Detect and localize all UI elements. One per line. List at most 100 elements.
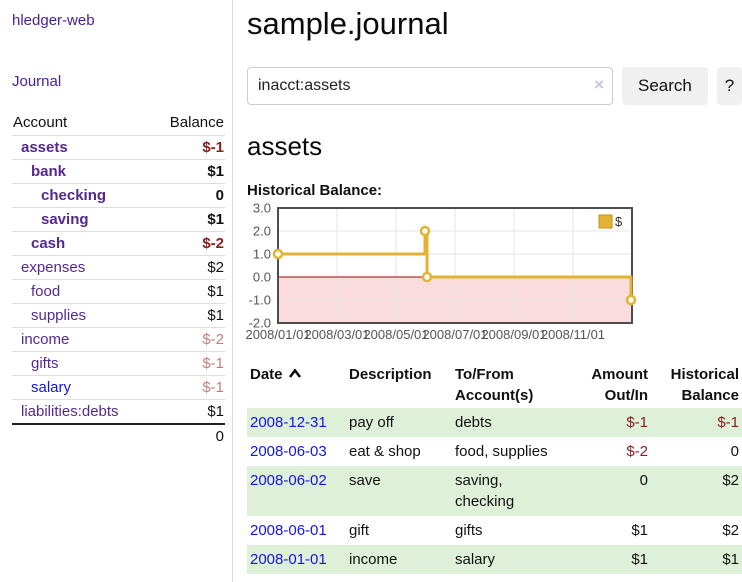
account-balance: $1 <box>151 399 225 424</box>
help-button[interactable]: ? <box>716 67 742 105</box>
transaction-description: eat & shop <box>349 443 421 460</box>
account-balance: $2 <box>151 255 225 280</box>
account-row: checking 0 <box>12 183 225 208</box>
register-table: Date Description To/From Account(s) Amou… <box>247 362 742 574</box>
accounts-table-body: assets $-1 bank $1 checking 0 saving $1 cash $-2 e… <box>12 135 225 424</box>
account-link[interactable]: checking <box>41 187 107 204</box>
account-balance: $1 <box>151 159 225 184</box>
account-balance: $1 <box>151 207 225 232</box>
account-link[interactable]: income <box>21 331 70 348</box>
account-balance: $-1 <box>151 135 225 160</box>
svg-text:2.0: 2.0 <box>253 224 271 239</box>
transaction-description: income <box>349 551 398 568</box>
brand-link[interactable]: hledger-web <box>12 12 95 29</box>
account-heading: assets <box>247 131 323 161</box>
transaction-accounts: food, supplies <box>455 443 548 460</box>
historical-balance-chart: $3.0 2.0 1.0 0.0 -1.0 -2.02008/01/012008/03/0… <box>245 201 637 342</box>
account-row: supplies $1 <box>12 303 225 328</box>
account-link[interactable]: salary <box>31 379 72 396</box>
transaction-date-link[interactable]: 2008-06-02 <box>250 472 327 489</box>
register-table-body: 2008-12-31 pay off debts $-1 $-1 2008-06-03 ea… <box>247 408 742 574</box>
account-row: gifts $-1 <box>12 351 225 376</box>
svg-text:2008/09/01: 2008/09/01 <box>481 327 546 342</box>
accounts-header-row: Account Balance <box>12 111 225 136</box>
search-input[interactable] <box>247 67 613 105</box>
svg-text:2008/05/01: 2008/05/01 <box>363 327 428 342</box>
account-row: saving $1 <box>12 207 225 232</box>
account-link[interactable]: saving <box>41 211 89 228</box>
main-content: sample.journal × Search ? assets Histori… <box>245 0 742 574</box>
transaction-accounts: debts <box>455 414 492 431</box>
svg-text:-2.0: -2.0 <box>249 316 271 331</box>
sidebar: hledger-web Journal Account Balance asse… <box>0 0 233 582</box>
svg-text:0.0: 0.0 <box>253 270 271 285</box>
account-row: assets $-1 <box>12 135 225 160</box>
account-column-header: Account <box>13 114 68 131</box>
transaction-balance: $2 <box>722 522 739 539</box>
clear-search-icon[interactable]: × <box>594 75 604 94</box>
account-link[interactable]: food <box>31 283 61 300</box>
account-row: bank $1 <box>12 159 225 184</box>
account-link[interactable]: liabilities:debts <box>21 403 119 420</box>
transaction-date-link[interactable]: 2008-12-31 <box>250 414 327 431</box>
svg-text:$: $ <box>615 214 623 229</box>
account-balance: $-1 <box>151 375 225 400</box>
svg-text:2008/01/01: 2008/01/01 <box>245 327 310 342</box>
register-header-row: Date Description To/From Account(s) Amou… <box>247 362 742 408</box>
account-link[interactable]: expenses <box>21 259 86 276</box>
account-balance: $-2 <box>151 231 225 256</box>
accounts-column-header: To/From Account(s) <box>455 366 534 404</box>
account-balance: $1 <box>151 279 225 304</box>
account-link[interactable]: gifts <box>31 355 59 372</box>
register-row: 2008-06-02 save saving, checking 0 $2 <box>247 466 742 516</box>
transaction-balance: 0 <box>730 443 739 460</box>
date-column-header: Date <box>247 362 346 408</box>
svg-text:3.0: 3.0 <box>253 201 271 216</box>
amount-column-header: Amount Out/In <box>591 366 648 404</box>
transaction-date-link[interactable]: 2008-06-03 <box>250 443 327 460</box>
transaction-accounts: gifts <box>455 522 483 539</box>
account-row: liabilities:debts $1 <box>12 399 225 424</box>
account-link[interactable]: supplies <box>31 307 87 324</box>
transaction-amount: $1 <box>631 522 648 539</box>
transaction-balance: $-1 <box>717 414 739 431</box>
register-row: 2008-06-01 gift gifts $1 $2 <box>247 516 742 545</box>
transaction-date-link[interactable]: 2008-01-01 <box>250 551 327 568</box>
sidebar-item-journal[interactable]: Journal <box>12 73 62 90</box>
account-balance: $-1 <box>151 351 225 376</box>
transaction-description: pay off <box>349 414 394 431</box>
svg-text:2008/03/01: 2008/03/01 <box>304 327 369 342</box>
account-row: income $-2 <box>12 327 225 352</box>
account-row: cash $-2 <box>12 231 225 256</box>
chart-title: Historical Balance: <box>247 182 383 199</box>
transaction-description: save <box>349 472 381 489</box>
transaction-amount: $1 <box>631 551 648 568</box>
transaction-date-link[interactable]: 2008-06-01 <box>250 522 327 539</box>
page-title: sample.journal <box>247 6 449 41</box>
svg-text:-1.0: -1.0 <box>249 293 271 308</box>
transaction-description: gift <box>349 522 370 539</box>
account-link[interactable]: cash <box>31 235 66 252</box>
search-button[interactable]: Search <box>622 67 708 105</box>
sort-ascending-icon <box>288 368 301 378</box>
transaction-balance: $2 <box>722 472 739 489</box>
search-box: × <box>247 67 613 105</box>
accounts-table: Account Balance assets $-1 bank $1 checking 0… <box>12 111 225 448</box>
svg-text:2008/11/01: 2008/11/01 <box>541 327 605 342</box>
transaction-accounts: saving, checking <box>455 472 515 510</box>
transaction-amount: $-1 <box>626 414 648 431</box>
svg-text:2008/07/01: 2008/07/01 <box>422 327 487 342</box>
account-balance: $1 <box>151 303 225 328</box>
account-link[interactable]: assets <box>21 139 68 156</box>
transaction-amount: $-2 <box>626 443 648 460</box>
account-link[interactable]: bank <box>31 163 67 180</box>
register-row: 2008-06-03 eat & shop food, supplies $-2 0 <box>247 437 742 466</box>
description-column-header: Description <box>349 366 432 383</box>
balance-column-header-register: Historical Balance <box>670 366 739 404</box>
account-balance: 0 <box>151 183 225 208</box>
account-balance: $-2 <box>151 327 225 352</box>
transaction-accounts: salary <box>455 551 496 568</box>
transaction-amount: 0 <box>639 472 648 489</box>
account-row: salary $-1 <box>12 375 225 400</box>
balance-column-header: Balance <box>169 114 224 131</box>
